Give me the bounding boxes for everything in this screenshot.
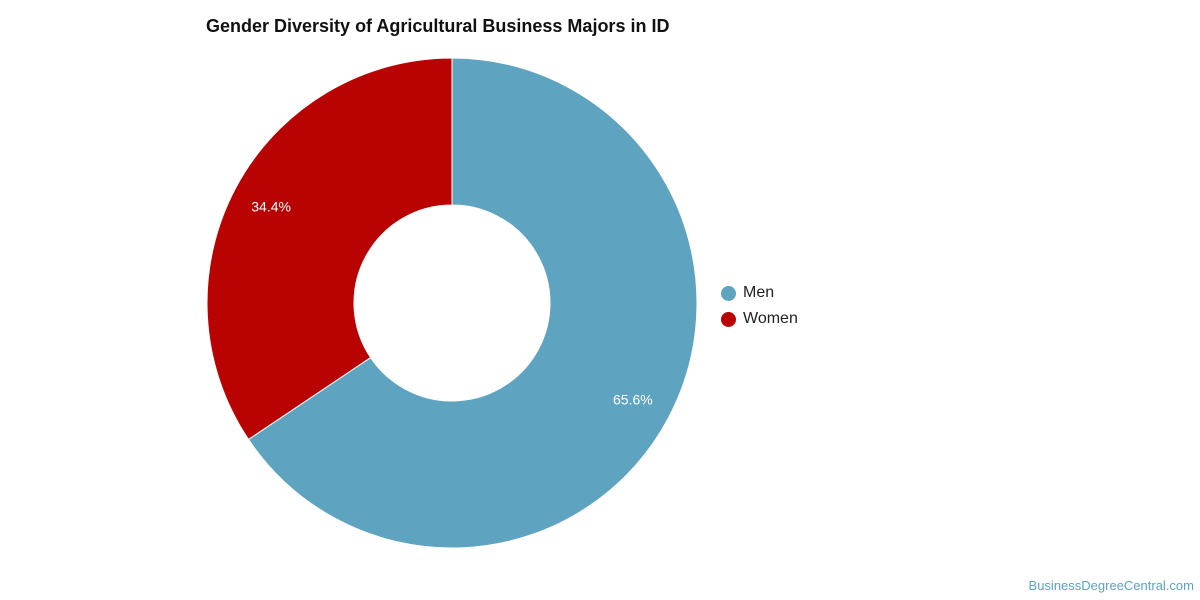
source-credit[interactable]: BusinessDegreeCentral.com bbox=[1028, 578, 1194, 593]
donut-slices bbox=[206, 57, 698, 549]
slice-label-men: 65.6% bbox=[613, 391, 653, 407]
legend-swatch-men bbox=[721, 285, 736, 301]
legend: Men Women bbox=[721, 280, 798, 332]
slice-label-women: 34.4% bbox=[251, 199, 291, 215]
legend-item-men[interactable]: Men bbox=[721, 280, 798, 306]
legend-swatch-women bbox=[721, 311, 736, 327]
donut-slice-men[interactable] bbox=[247, 57, 698, 549]
legend-item-women[interactable]: Women bbox=[721, 306, 798, 332]
donut-slice-women[interactable] bbox=[206, 57, 453, 441]
donut-slice-labels: 65.6% 34.4% bbox=[251, 199, 652, 408]
legend-label-women: Women bbox=[743, 310, 798, 327]
chart-title: Gender Diversity of Agricultural Busines… bbox=[206, 16, 670, 36]
legend-label-men: Men bbox=[743, 284, 775, 301]
